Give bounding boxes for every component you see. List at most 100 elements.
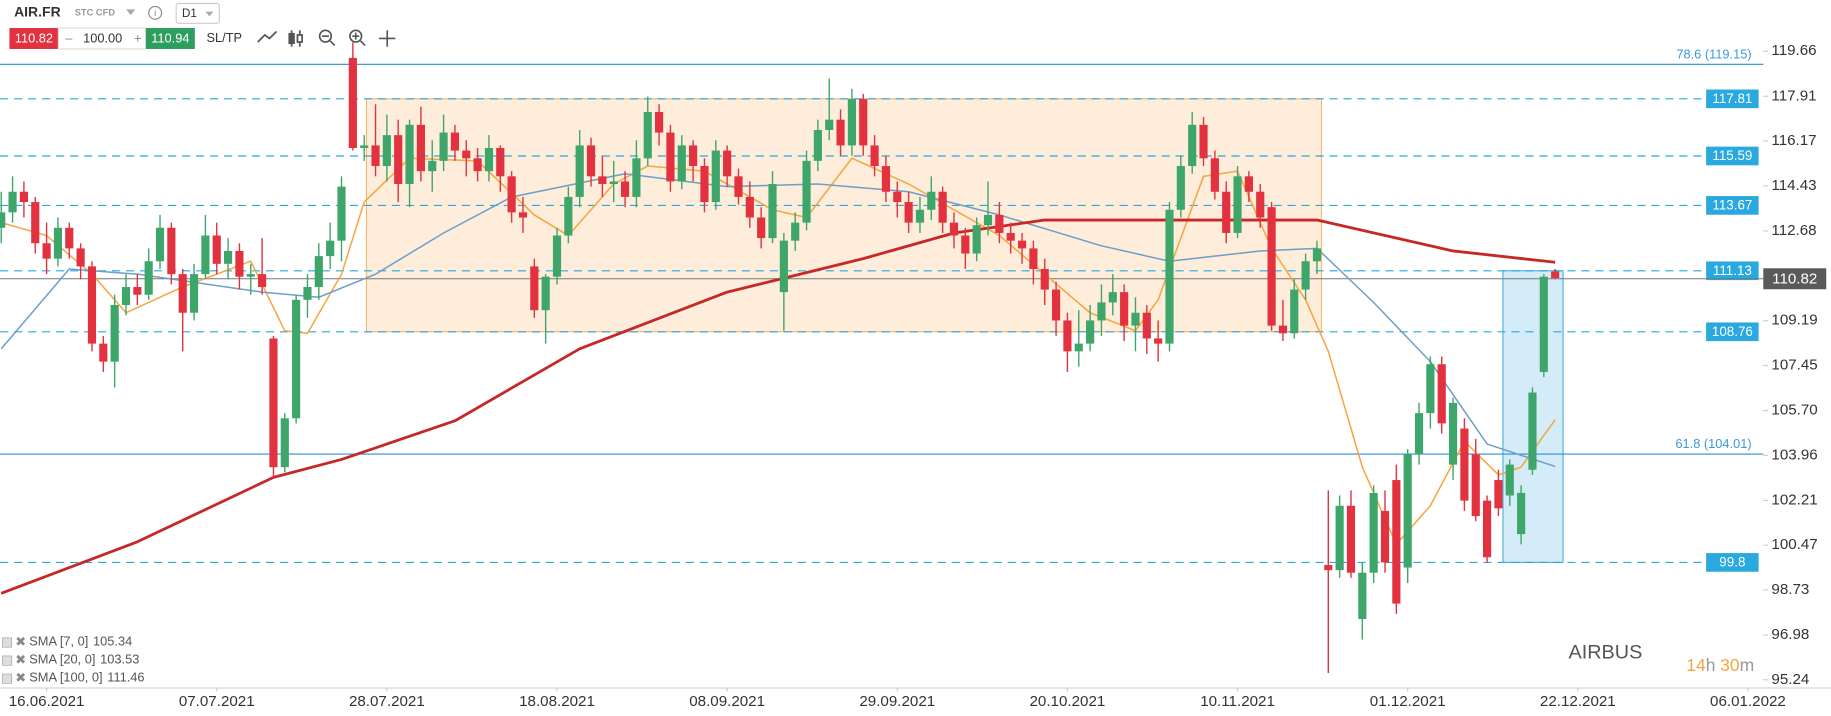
candle-body: [1403, 454, 1412, 568]
candle-body: [314, 256, 323, 287]
candle-body: [995, 214, 1004, 233]
candle-body: [337, 186, 346, 241]
candle-body: [1142, 312, 1151, 339]
countdown-hours-unit: h: [1706, 654, 1716, 674]
plus: +: [134, 30, 141, 45]
move-icon[interactable]: [379, 30, 396, 47]
candle-body: [371, 145, 380, 167]
dropdown-arrow[interactable]: [126, 9, 136, 16]
countdown-hours: 14: [1686, 654, 1706, 674]
candle-body: [586, 145, 596, 177]
candle-body: [1414, 413, 1424, 455]
legend: ✖ SMA [7, 0] 105.34✖ SMA [20, 0] 103.53✖ SMA …: [2, 634, 145, 685]
candle-body: [394, 135, 403, 185]
candle-body: [280, 418, 289, 468]
y-tick-label: 117.91: [1771, 87, 1816, 104]
candle-body: [813, 129, 822, 161]
candle-body: [768, 184, 777, 239]
candle-body: [1154, 338, 1163, 344]
candle-body: [1528, 392, 1537, 470]
candle-body: [1312, 248, 1322, 262]
candle-body: [1290, 289, 1299, 334]
candle-body: [983, 214, 993, 226]
candle-body: [496, 148, 505, 177]
y-tick-label: 100.47: [1771, 536, 1817, 553]
candle-body: [1074, 343, 1083, 352]
candle-body: [439, 132, 448, 161]
x-tick-label: 10.11.2021: [1200, 693, 1275, 710]
y-tick-label: 95.24: [1771, 671, 1809, 688]
candle-body: [870, 145, 879, 167]
candle-body: [711, 150, 720, 203]
buy-button[interactable]: [145, 27, 195, 49]
candle-body: [609, 181, 618, 185]
y-tick-label: 116.17: [1771, 132, 1816, 149]
line-chart-icon[interactable]: [257, 30, 278, 43]
candle-body: [462, 150, 471, 159]
candle-body: [700, 166, 709, 203]
x-tick-label: 08.09.2021: [689, 693, 765, 710]
candle-body: [507, 176, 516, 213]
candle-body: [938, 191, 947, 223]
sltp[interactable]: SL/TP: [206, 30, 242, 45]
candle-body: [1063, 320, 1072, 352]
candle-body: [1335, 505, 1344, 571]
y-tick-label: 114.43: [1771, 177, 1816, 194]
legend-icon: [2, 673, 13, 684]
level-badge: [1706, 261, 1759, 281]
candle-body: [76, 248, 85, 267]
y-tick-label: 102.21: [1771, 491, 1817, 508]
candle-body: [1040, 268, 1049, 290]
candle-body: [1210, 158, 1219, 192]
candle-body: [1369, 492, 1378, 573]
interval-box[interactable]: [175, 2, 220, 24]
candle-body: [1176, 166, 1185, 210]
candle-body: [723, 150, 732, 177]
info-icon[interactable]: [148, 5, 163, 20]
candle-body: [564, 196, 573, 236]
candle-body: [689, 145, 698, 167]
candle-body: [518, 212, 528, 218]
legend-close: ✖: [15, 652, 26, 667]
x-tick-label: 01.12.2021: [1370, 693, 1446, 710]
sma-lines: [0, 157, 1556, 595]
candle-body: [1301, 261, 1310, 290]
y-tick-label: 109.19: [1771, 312, 1817, 329]
candle-body: [65, 227, 74, 249]
candle-body: [643, 111, 652, 159]
level-label: 108.76: [1712, 324, 1753, 339]
volume: 100.00: [83, 30, 122, 45]
candle-body: [246, 274, 255, 277]
zoom-out-icon[interactable]: [318, 29, 336, 47]
candle-body: [757, 217, 766, 239]
minus: –: [65, 30, 73, 45]
x-tick-label: 07.07.2021: [179, 693, 255, 710]
zoom-in-icon[interactable]: [349, 29, 366, 47]
candle-body: [110, 305, 119, 362]
candle-body: [1346, 505, 1356, 573]
candle-body: [961, 235, 970, 254]
candle-body: [428, 160, 437, 172]
chart-title: AIRBUS: [1569, 641, 1643, 663]
instrument-type: STC CFD: [75, 7, 116, 17]
level-label: 111.13: [1713, 263, 1752, 278]
candle-icon[interactable]: [288, 30, 303, 47]
candle-body: [575, 145, 584, 197]
candle-body: [269, 338, 278, 468]
candle-body: [1199, 124, 1208, 159]
candle-body: [405, 124, 414, 185]
candle-body: [552, 235, 562, 277]
candle-body: [836, 119, 845, 146]
level-badge: [1706, 196, 1759, 215]
candle-body: [1233, 176, 1242, 233]
candle-body: [1051, 289, 1061, 321]
candle-body: [677, 145, 686, 182]
candle-body: [53, 227, 63, 259]
sell-button[interactable]: [9, 27, 59, 49]
candle-body: [1120, 292, 1129, 326]
candle-body: [1256, 191, 1265, 218]
candle-body: [1426, 364, 1435, 414]
legend-name: SMA [100, 0]: [29, 670, 102, 685]
legend-entry: SMA [7, 0] 105.34: [29, 634, 132, 649]
